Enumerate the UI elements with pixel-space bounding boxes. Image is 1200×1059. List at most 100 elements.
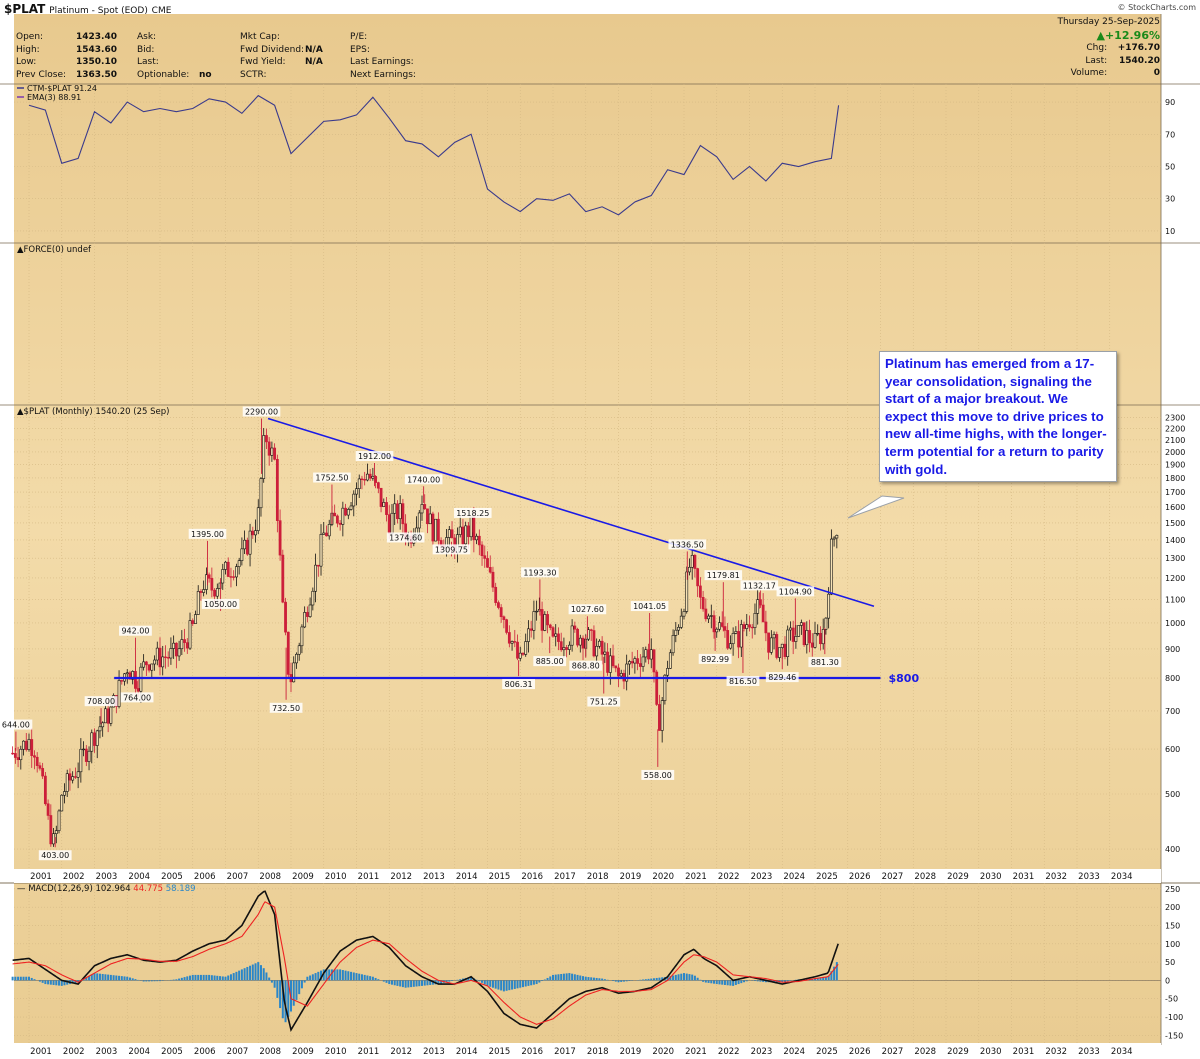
candle-body <box>786 629 790 657</box>
macd-hist-bar <box>691 974 694 981</box>
x-tick-label-price: 2005 <box>161 872 183 882</box>
x-tick-label-macd: 2007 <box>227 1047 249 1057</box>
macd-hist-bar <box>702 980 705 982</box>
macd-hist-bar <box>669 976 672 981</box>
price-annotation: 1104.90 <box>779 587 812 596</box>
price-label-bg <box>630 601 669 612</box>
macd-hist-bar <box>273 980 276 988</box>
macd-hist-bar <box>262 968 265 981</box>
candle-body <box>486 558 489 568</box>
price-y-tick: 1800 <box>1165 474 1185 483</box>
candle-body <box>338 522 342 525</box>
macd-hist-bar <box>721 980 724 985</box>
quote-value: 1423.40 <box>76 32 117 42</box>
candle-body <box>780 643 784 648</box>
price-annotation: 764.00 <box>123 693 151 702</box>
force-title: ▲FORCE(0) undef <box>17 245 92 255</box>
macd-hist-bar <box>309 975 312 981</box>
candle-body <box>617 667 620 677</box>
candle-body <box>475 535 478 541</box>
macd-hist-bar <box>358 973 361 981</box>
macd-hist-bar <box>576 974 579 981</box>
macd-hist-bar <box>145 980 148 982</box>
candle-body <box>106 708 110 724</box>
macd-hist-bar <box>421 980 423 986</box>
quote-value: 1350.10 <box>76 57 117 67</box>
macd-hist-bar <box>224 976 227 981</box>
macd-hist-bar <box>63 980 66 986</box>
candle-body <box>477 535 481 546</box>
x-tick-label-price: 2031 <box>1013 872 1035 882</box>
macd-hist-bar <box>549 976 552 981</box>
candle-body <box>690 554 694 568</box>
macd-hist-bar <box>28 976 30 981</box>
macd-hist-bar <box>205 974 208 981</box>
watermark: © StockCharts.com <box>1117 3 1196 12</box>
macd-hist-bar <box>11 976 14 981</box>
candle-body <box>363 479 367 481</box>
quote-label: Ask: <box>137 32 157 42</box>
macd-hist-bar <box>781 980 784 983</box>
candle-body <box>679 615 683 628</box>
macd-hist-bar <box>118 975 121 981</box>
candle-body <box>625 663 629 682</box>
macd-hist-bar <box>541 980 544 982</box>
x-tick-label-macd: 2020 <box>652 1047 674 1057</box>
price-label-bg <box>765 672 799 683</box>
candle-body <box>658 704 661 731</box>
candle-body <box>434 518 438 542</box>
price-annotation: 829.46 <box>768 673 796 682</box>
macd-hist-bar <box>366 975 369 981</box>
candle-body <box>819 632 822 645</box>
macd-hist-bar <box>579 975 582 981</box>
candle-body <box>674 629 678 636</box>
macd-hist-bar <box>508 980 511 991</box>
price-y-tick: 2300 <box>1165 413 1185 422</box>
x-tick-label-price: 2032 <box>1045 872 1067 882</box>
candle-body <box>172 642 176 649</box>
price-label-bg <box>38 850 72 861</box>
candle-body <box>499 607 503 618</box>
macd-hist-bar <box>60 980 63 986</box>
candle-body <box>728 643 732 649</box>
macd-hist-bar <box>666 976 669 981</box>
macd-y-tick: 100 <box>1165 940 1180 949</box>
macd-hist-bar <box>674 974 677 981</box>
candle-body <box>546 614 549 626</box>
exchange: CME <box>151 6 172 16</box>
candle-body <box>259 478 263 509</box>
candle-body <box>483 555 487 559</box>
candle-body <box>297 645 301 655</box>
candle-body <box>636 658 640 664</box>
quote-value: 1540.20 <box>1119 55 1160 66</box>
macd-hist-bar <box>112 975 115 981</box>
quote-value: 0 <box>1153 68 1160 78</box>
macd-hist-bar <box>30 977 33 981</box>
quote-value: no <box>199 69 212 80</box>
macd-hist-bar <box>306 976 309 981</box>
macd-hist-bar <box>456 979 459 981</box>
macd-hist-bar <box>680 973 683 981</box>
candle-body <box>352 493 356 507</box>
macd-legend-entry: 44.775 <box>131 884 163 894</box>
candle-body <box>390 512 394 534</box>
candle-body <box>507 632 511 644</box>
candle-body <box>207 574 211 579</box>
macd-legend-entry: — MACD(12,26,9) 102.964 <box>17 884 131 894</box>
candle-body <box>532 611 536 631</box>
candle-body <box>57 810 61 831</box>
price-annotation: 806.31 <box>505 680 533 689</box>
annotation-callout: Platinum has emerged from a 17-year cons… <box>879 351 1117 483</box>
macd-hist-bar <box>257 962 260 981</box>
candle-body <box>73 776 77 778</box>
candle-body <box>466 525 470 538</box>
x-tick-label-macd: 2018 <box>587 1047 609 1057</box>
price-y-tick: 800 <box>1165 674 1180 683</box>
macd-hist-bar <box>85 977 88 981</box>
candle-body <box>232 576 236 578</box>
candle-body <box>357 478 361 489</box>
macd-hist-bar <box>101 973 104 981</box>
macd-hist-bar <box>388 980 391 985</box>
candle-body <box>87 750 91 762</box>
macd-hist-bar <box>199 974 202 981</box>
